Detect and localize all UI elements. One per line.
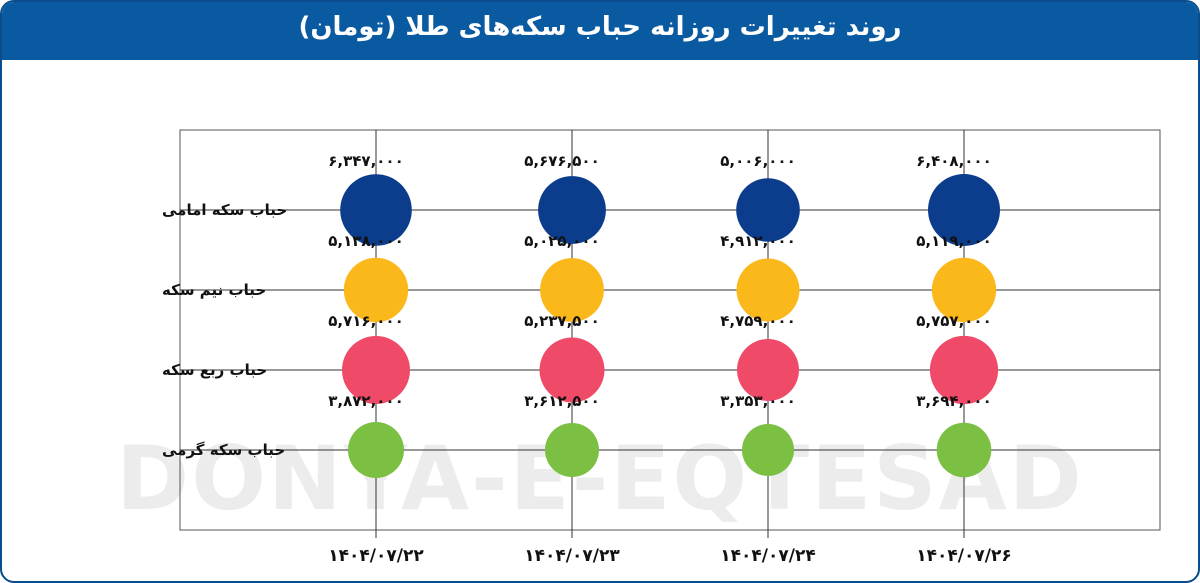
value-label-1-2: ۴,۹۱۲,۰۰۰ bbox=[720, 232, 795, 250]
value-label-3-2: ۳,۳۵۳,۰۰۰ bbox=[720, 392, 795, 410]
value-label-2-3: ۵,۷۵۷,۰۰۰ bbox=[916, 312, 991, 330]
value-label-2-2: ۴,۷۵۹,۰۰۰ bbox=[720, 312, 795, 330]
bubble-3-0 bbox=[348, 422, 404, 478]
bubble-2-0 bbox=[342, 336, 410, 404]
row-label-0: حباب سکه امامی bbox=[162, 201, 287, 219]
bubble-1-0 bbox=[343, 257, 409, 323]
value-label-0-3: ۶,۴۰۸,۰۰۰ bbox=[916, 152, 991, 170]
bubble-3-2 bbox=[742, 424, 794, 476]
bubble-0-2 bbox=[736, 178, 800, 242]
row-label-1: حباب نیم سکه bbox=[162, 281, 266, 299]
value-label-2-0: ۵,۷۱۶,۰۰۰ bbox=[328, 312, 403, 330]
bubble-2-1 bbox=[539, 337, 605, 403]
value-label-3-1: ۳,۶۱۲,۵۰۰ bbox=[524, 392, 599, 410]
row-label-3: حباب سکه گرمی bbox=[162, 441, 285, 459]
x-tick-label-0: ۱۴۰۴/۰۷/۲۲ bbox=[328, 546, 424, 566]
value-label-1-1: ۵,۰۲۵,۰۰۰ bbox=[524, 232, 599, 250]
value-label-1-3: ۵,۱۱۹,۰۰۰ bbox=[916, 232, 991, 250]
chart-title: روند تغییرات روزانه حباب سکه‌های طلا (تو… bbox=[298, 12, 902, 42]
value-label-0-2: ۵,۰۰۶,۰۰۰ bbox=[720, 152, 795, 170]
value-label-2-1: ۵,۲۳۷,۵۰۰ bbox=[524, 312, 599, 330]
x-tick-label-1: ۱۴۰۴/۰۷/۲۳ bbox=[524, 546, 620, 566]
title-banner: روند تغییرات روزانه حباب سکه‌های طلا (تو… bbox=[2, 2, 1198, 60]
bubble-1-1 bbox=[540, 258, 604, 322]
bubble-0-3 bbox=[928, 174, 1000, 246]
value-label-1-0: ۵,۱۳۸,۰۰۰ bbox=[328, 232, 403, 250]
row-label-2: حباب ربع سکه bbox=[162, 361, 267, 379]
plot-border bbox=[179, 129, 1161, 531]
bubble-2-2 bbox=[737, 339, 799, 401]
value-label-3-0: ۳,۸۷۲,۰۰۰ bbox=[328, 392, 403, 410]
value-label-0-1: ۵,۶۷۶,۵۰۰ bbox=[524, 152, 599, 170]
bubble-3-3 bbox=[936, 422, 992, 478]
value-label-3-3: ۳,۶۹۴,۰۰۰ bbox=[916, 392, 991, 410]
bubble-0-1 bbox=[538, 176, 606, 244]
bubble-1-3 bbox=[931, 257, 997, 323]
bubble-3-1 bbox=[545, 423, 599, 477]
x-tick-label-2: ۱۴۰۴/۰۷/۲۴ bbox=[720, 546, 815, 566]
bubble-0-0 bbox=[340, 174, 412, 246]
bubble-1-2 bbox=[736, 258, 800, 322]
x-tick-label-3: ۱۴۰۴/۰۷/۲۶ bbox=[916, 546, 1011, 566]
value-label-0-0: ۶,۳۴۷,۰۰۰ bbox=[328, 152, 403, 170]
bubble-2-3 bbox=[929, 335, 999, 405]
